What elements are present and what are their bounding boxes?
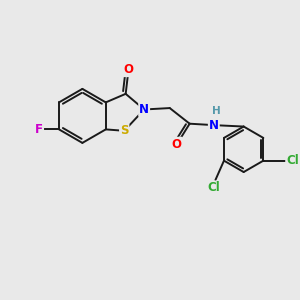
Text: S: S (120, 124, 128, 137)
Text: F: F (35, 123, 43, 136)
Text: N: N (139, 103, 149, 116)
Text: Cl: Cl (286, 154, 299, 167)
Text: Cl: Cl (208, 182, 220, 194)
Text: O: O (124, 63, 134, 76)
Text: H: H (212, 106, 221, 116)
Text: O: O (172, 138, 182, 151)
Text: N: N (209, 118, 219, 132)
